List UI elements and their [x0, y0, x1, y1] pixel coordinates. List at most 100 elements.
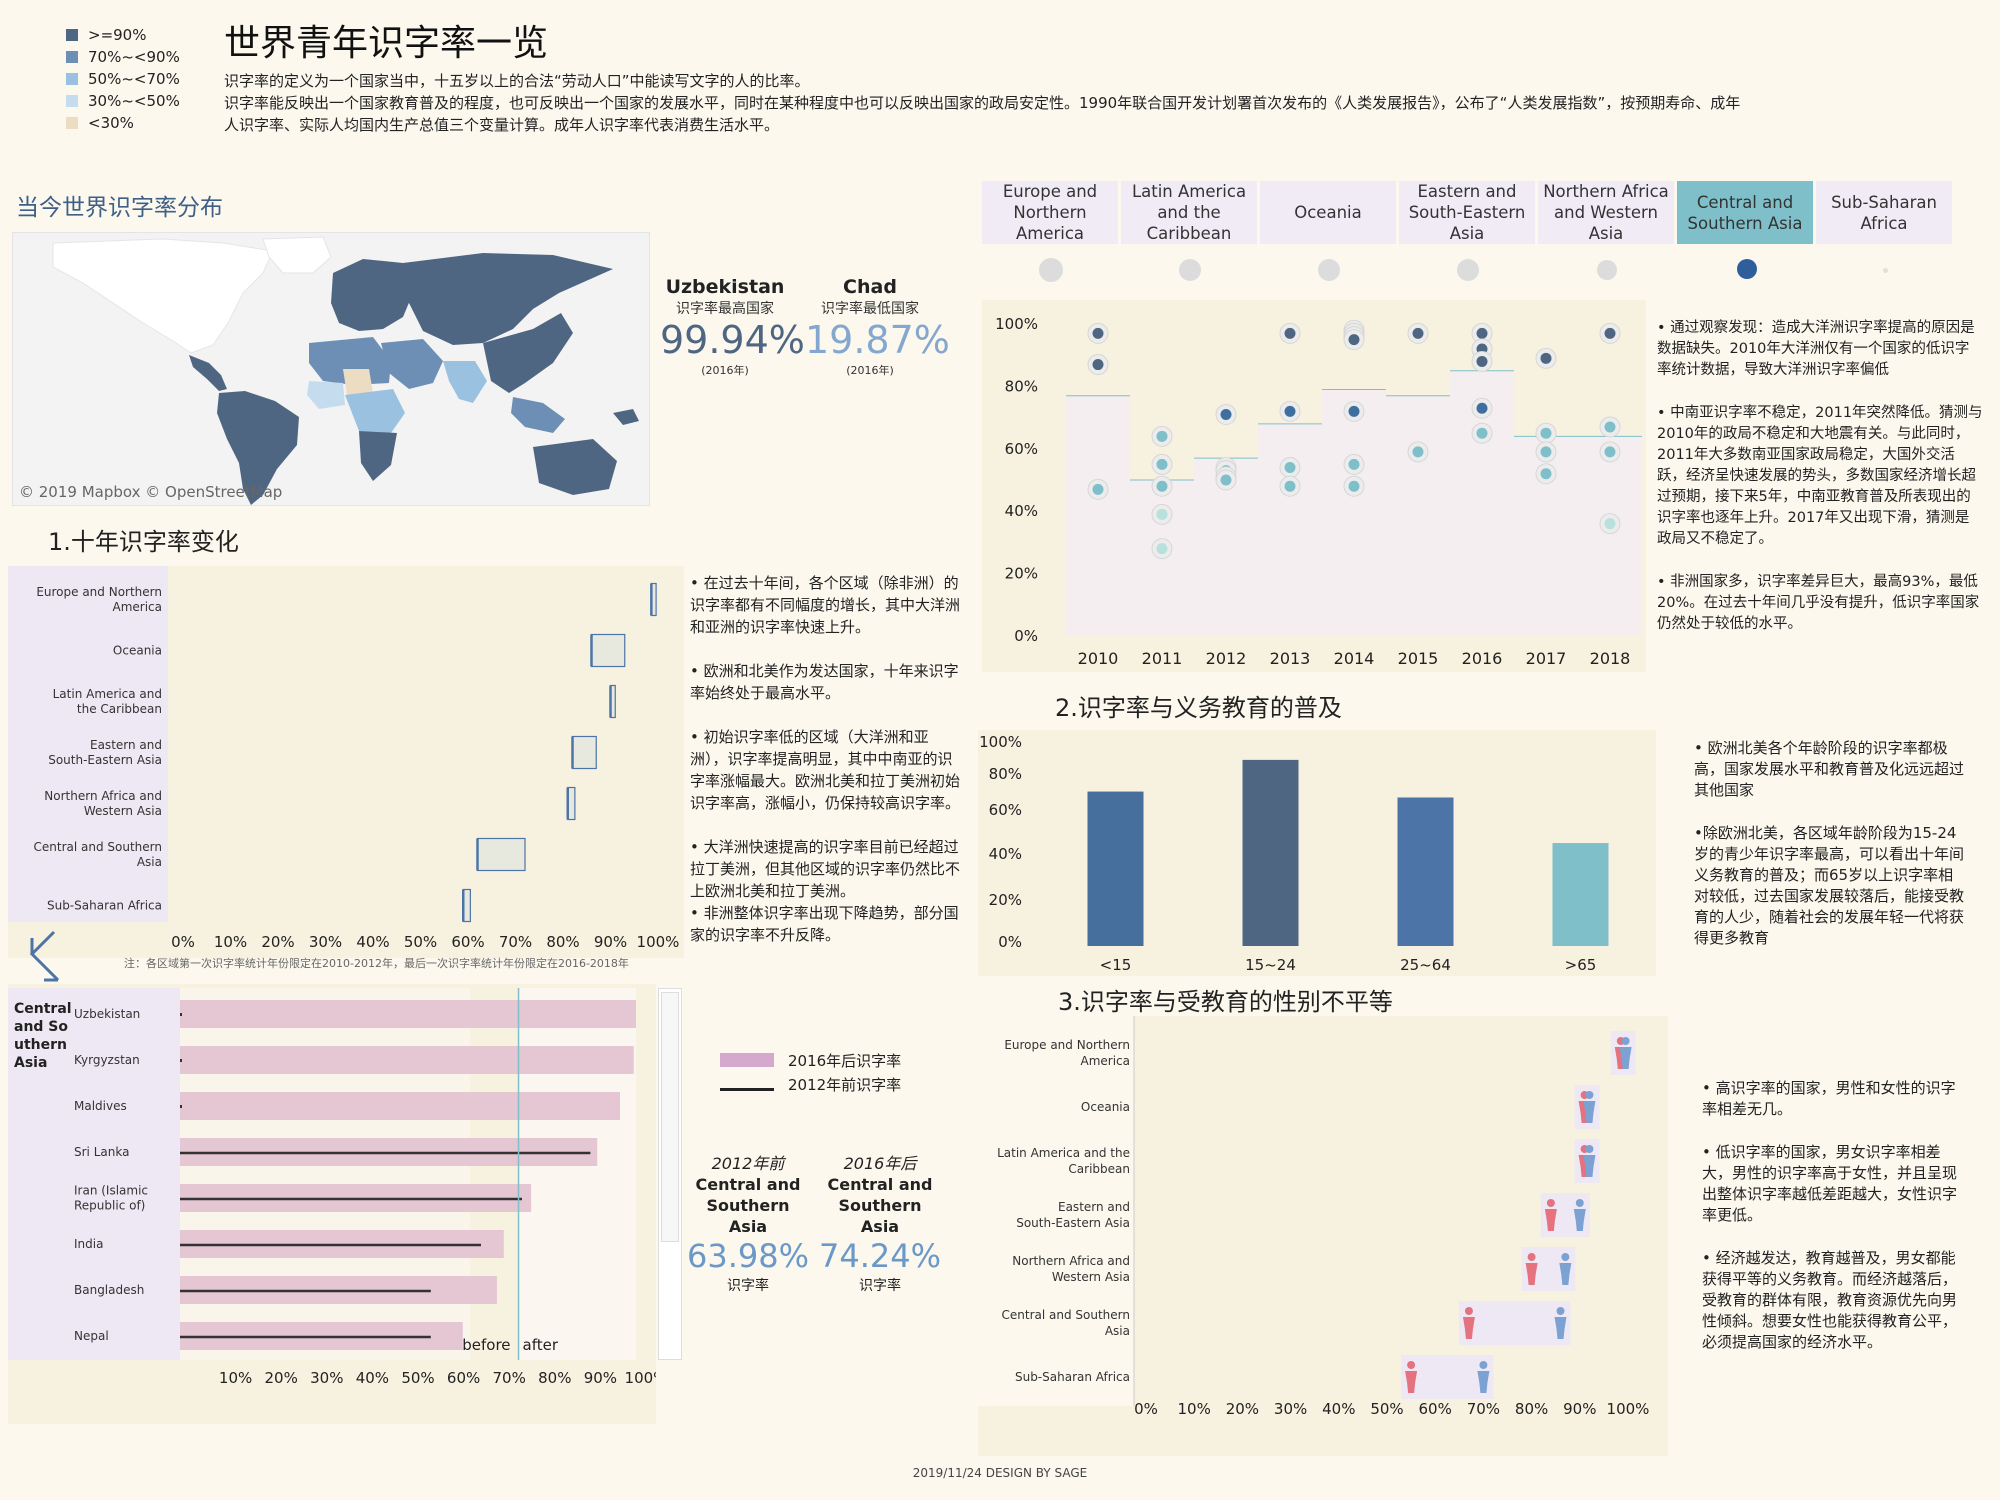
- country-chart[interactable]: Uzbekistan Kyrgyzstan Maldives Sri Lanka Ira…: [8, 984, 656, 1424]
- female-icon-head: [1527, 1253, 1536, 1261]
- section1-note: • 在过去十年间，各个区域（除非洲）的识字率都有不同幅度的增长，其中大洋洲和亚洲…: [690, 574, 961, 636]
- x-tick-label: 90%: [1563, 1400, 1596, 1418]
- kpi-highest: Uzbekistan 识字率最高国家 99.94% (2016年): [660, 276, 805, 378]
- region-dot[interactable]: [1597, 260, 1617, 280]
- x-tick-label: 2018: [1590, 649, 1631, 668]
- female-icon-body: [1462, 1317, 1475, 1339]
- x-tick-label: 90%: [594, 933, 627, 951]
- average-band: [1386, 395, 1450, 636]
- tab-europe-northern-america[interactable]: Europe and Northern America: [982, 181, 1118, 244]
- range-panel: Europe and Northern America Oceania Latin A…: [8, 566, 684, 958]
- data-point: [1604, 421, 1616, 433]
- tab-latin-america[interactable]: Latin America and the Caribbean: [1121, 181, 1257, 244]
- y-tick-label: 100%: [979, 733, 1022, 751]
- plot-area-before: [180, 988, 470, 1360]
- x-tick-label: 10%: [214, 933, 247, 951]
- world-map-svg[interactable]: [13, 233, 650, 506]
- category-label: Asia: [137, 855, 162, 869]
- female-icon: [1405, 1361, 1418, 1393]
- region-dot[interactable]: [1457, 259, 1479, 281]
- legend-item[interactable]: <30%: [66, 112, 180, 134]
- x-tick-label: 30%: [309, 933, 342, 951]
- region-dot[interactable]: [1883, 268, 1888, 273]
- kpi-lowest-year: (2016年): [846, 364, 894, 377]
- tab-central-southern-asia[interactable]: Central and Southern Asia: [1677, 181, 1813, 244]
- east-asia-land: [483, 313, 573, 393]
- data-point: [1476, 402, 1488, 414]
- x-tick-label: 25~64: [1400, 956, 1451, 974]
- range-bar: [476, 837, 526, 872]
- scatter-panel: 2010 2011 2012 2013 2014 2015 2016 2017 2018 100%…: [982, 300, 1646, 672]
- region-dot[interactable]: [1039, 258, 1063, 282]
- tab-northern-africa-western-asia[interactable]: Northern Africa and Western Asia: [1538, 181, 1674, 244]
- male-icon-body: [1559, 1263, 1572, 1285]
- scatter-chart[interactable]: 2010 2011 2012 2013 2014 2015 2016 2017 2018 100%…: [982, 300, 1646, 672]
- description-line: 识字率能反映出一个国家教育普及的程度，也可反映出一个国家的发展水平，同时在某种程…: [224, 94, 1741, 112]
- section1-notes: • 在过去十年间，各个区域（除非洲）的识字率都有不同幅度的增长，其中大洋洲和亚洲…: [690, 572, 966, 946]
- data-point: [1412, 327, 1424, 339]
- scatter-note: • 中南亚识字率不稳定，2011年突然降低。猜测与2010年的政局不稳定和大地震…: [1657, 405, 1983, 547]
- country-scrollbar[interactable]: [658, 988, 682, 1360]
- legend-label: 30%~<50%: [88, 92, 180, 110]
- x-tick-label: 100%: [1607, 1400, 1650, 1418]
- legend-item[interactable]: >=90%: [66, 24, 180, 46]
- gender-chart[interactable]: Europe and Northern America Oceania Latin A…: [978, 1016, 1668, 1456]
- kpi-after-region: Central and Southern Asia: [827, 1175, 933, 1236]
- world-map[interactable]: © 2019 Mapbox © OpenStreetMap: [12, 232, 650, 506]
- x-tick-label: 2011: [1142, 649, 1183, 668]
- back-arrow-icon[interactable]: [24, 928, 70, 984]
- age-panel: 100% 80% 60% 40% 20% 0% <15 15~24 25~64 >65: [978, 730, 1656, 976]
- x-tick-label: 50%: [404, 933, 437, 951]
- range-bar: [571, 735, 597, 770]
- region-dot[interactable]: [1179, 259, 1201, 281]
- age-chart[interactable]: 100% 80% 60% 40% 20% 0% <15 15~24 25~64 >65: [978, 730, 1656, 976]
- data-point: [1220, 408, 1232, 420]
- region-dot[interactable]: [1318, 259, 1340, 281]
- tab-sub-saharan-africa[interactable]: Sub-Saharan Africa: [1816, 181, 1952, 244]
- section3-title: 3.识字率与受教育的性别不平等: [1058, 988, 1393, 1016]
- legend-before-swatch: [720, 1087, 774, 1091]
- category-label: Eastern and: [1058, 1200, 1130, 1214]
- y-tick-label: 0%: [1014, 627, 1038, 645]
- legend-item[interactable]: 50%~<70%: [66, 68, 180, 90]
- female-icon-body: [1544, 1209, 1557, 1231]
- data-point: [1348, 405, 1360, 417]
- scrollbar-thumb[interactable]: [661, 992, 679, 1242]
- age-bar: [1397, 797, 1454, 946]
- page-description: 识字率的定义为一个国家当中，十五岁以上的合法“劳动人口”中能读写文字的人的比率。…: [224, 70, 1874, 136]
- country-label: India: [74, 1237, 103, 1251]
- male-icon: [1554, 1307, 1567, 1339]
- x-tick-label: 50%: [1370, 1400, 1403, 1418]
- data-point: [1284, 327, 1296, 339]
- x-tick-label: 80%: [546, 933, 579, 951]
- footer: 2019/11/24 DESIGN BY SAGE: [912, 1466, 1088, 1480]
- male-icon-head: [1575, 1199, 1584, 1207]
- section1-note: • 非洲整体识字率出现下降趋势，部分国家的识字率不升反降。: [690, 904, 959, 944]
- section1-footnote: 注：各区域第一次识字率统计年份限定在2010-2012年，最后一次识字率统计年份…: [124, 957, 629, 970]
- country-label: Republic of): [74, 1199, 145, 1213]
- legend-item[interactable]: 70%~<90%: [66, 46, 180, 68]
- tab-eastern-southeastern-asia[interactable]: Eastern and South-Eastern Asia: [1399, 181, 1535, 244]
- kpi-lowest-label: 识字率最低国家: [821, 301, 919, 317]
- male-icon-body: [1583, 1155, 1596, 1177]
- legend-swatch: [66, 51, 78, 63]
- region-dot-active[interactable]: [1737, 259, 1757, 279]
- label-column-bg: [978, 1016, 1134, 1406]
- x-tick-label: <15: [1100, 956, 1132, 974]
- male-icon: [1573, 1199, 1586, 1231]
- data-point: [1604, 327, 1616, 339]
- legend-after: 2016年后识字率: [720, 1048, 901, 1072]
- category-label: Eastern and: [90, 738, 162, 752]
- kpi-before: 2012年前 Central and Southern Asia 63.98% …: [686, 1150, 810, 1295]
- southern-africa-land: [359, 431, 397, 481]
- section2-notes: • 欧洲北美各个年龄阶段的识字率都极高，国家发展水平和教育普及化远远超过其他国家…: [1694, 738, 1964, 949]
- x-tick-label: 50%: [401, 1369, 434, 1387]
- kpi-before-region: Central and Southern Asia: [695, 1175, 801, 1236]
- tab-oceania[interactable]: Oceania: [1260, 181, 1396, 244]
- legend-swatch: [66, 29, 78, 41]
- legend-item[interactable]: 30%~<50%: [66, 90, 180, 112]
- country-label: Uzbekistan: [74, 1007, 140, 1021]
- age-bar: [1242, 759, 1299, 946]
- after-bar: [180, 1092, 621, 1120]
